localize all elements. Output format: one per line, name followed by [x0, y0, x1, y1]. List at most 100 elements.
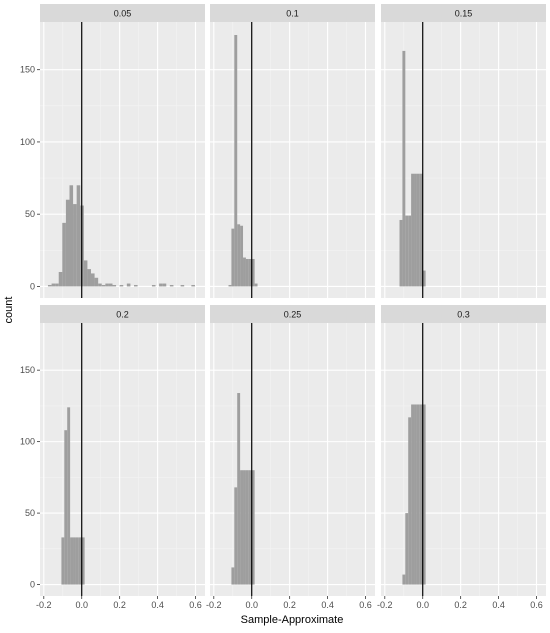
y-axis-title: count — [3, 297, 15, 324]
facet-panel-2: 0.1 — [210, 4, 375, 298]
histogram-bar — [83, 260, 88, 287]
x-tick-label: 0.0 — [416, 600, 429, 610]
y-tick-label: 50 — [25, 209, 35, 219]
facet-panel-1: 0.05 0 50 100 150 — [20, 4, 205, 298]
histogram-bar — [411, 173, 415, 287]
histogram-bar — [245, 470, 249, 585]
histogram-bar — [61, 537, 65, 585]
histogram-bar — [70, 537, 74, 585]
histogram-bar — [408, 417, 412, 585]
histogram-bar — [402, 574, 406, 585]
x-tick-label: 0.6 — [359, 600, 372, 610]
histogram-bar — [134, 284, 138, 287]
histogram-bar — [75, 537, 79, 585]
y-tick-label: 0 — [30, 580, 35, 590]
histogram-bar — [245, 258, 249, 287]
y-tick-label: 150 — [20, 65, 35, 75]
x-tick-label: 0.6 — [530, 600, 543, 610]
histogram-bar — [416, 173, 420, 287]
histogram-bar — [169, 284, 174, 287]
histogram-bar — [81, 537, 85, 585]
histogram-bar — [47, 284, 52, 287]
histogram-bar — [251, 258, 255, 287]
histogram-bar — [234, 35, 238, 287]
histogram-bar — [402, 50, 406, 287]
histogram-bar — [422, 404, 426, 585]
histogram-bar — [228, 284, 232, 287]
histogram-bar — [240, 225, 244, 287]
histogram-bar — [151, 284, 156, 287]
facet-panel-3: 0.15 — [381, 4, 546, 298]
y-tick-label: 0 — [30, 281, 35, 291]
histogram-bar — [112, 284, 117, 287]
histogram-bar — [119, 284, 124, 287]
x-tick-label: 0.2 — [283, 600, 296, 610]
histogram-bar — [243, 257, 246, 287]
x-tick-label: -0.2 — [206, 600, 222, 610]
histogram-bar — [90, 273, 95, 287]
histogram-bar — [422, 270, 426, 287]
histogram-bar — [231, 567, 235, 585]
facet-strip-label: 0.3 — [457, 310, 470, 320]
x-tick-label: 0.4 — [151, 600, 164, 610]
y-tick-label: 150 — [20, 365, 35, 375]
histogram-bar — [405, 215, 409, 287]
facet-strip — [381, 4, 546, 22]
histogram-bar — [101, 284, 106, 287]
x-tick-label: 0.6 — [189, 600, 202, 610]
facet-strip-label: 0.25 — [284, 310, 302, 320]
histogram-bar — [64, 430, 68, 585]
x-tick-label: 0.4 — [321, 600, 334, 610]
facet-strip — [210, 305, 375, 323]
facet-panel-4: 0.2 0 50 100 150 -0.2 0.0 0.2 0.4 0.6 — [20, 305, 205, 610]
histogram-bar — [58, 271, 63, 287]
x-tick-label: -0.2 — [36, 600, 52, 610]
histogram-bar — [243, 470, 246, 585]
x-tick-label: -0.2 — [377, 600, 393, 610]
facet-strip-label: 0.15 — [455, 9, 473, 19]
x-tick-label: 0.4 — [492, 600, 505, 610]
histogram-bar — [108, 283, 113, 287]
histogram-bar — [237, 224, 241, 287]
histogram-bar — [65, 199, 70, 287]
x-tick-label: 0.2 — [113, 600, 126, 610]
histogram-bar — [248, 258, 252, 287]
facet-strip — [40, 4, 205, 22]
x-tick-label: 0.2 — [454, 600, 467, 610]
histogram-bar — [78, 537, 82, 585]
facet-strip-label: 0.2 — [116, 310, 129, 320]
histogram-bar — [411, 404, 415, 585]
y-tick-label: 100 — [20, 137, 35, 147]
facet-panel-6: 0.3 -0.2 0.0 0.2 0.4 0.6 — [377, 305, 546, 610]
histogram-bar — [414, 173, 417, 287]
facet-strip — [381, 305, 546, 323]
histogram-bar — [67, 407, 71, 585]
histogram-bar — [414, 404, 417, 585]
histogram-bar — [399, 219, 403, 287]
histogram-bar — [98, 283, 102, 287]
histogram-bar — [240, 470, 244, 585]
histogram-bar — [94, 277, 99, 287]
histogram-bar — [251, 470, 255, 585]
histogram-bar — [416, 404, 420, 585]
histogram-bar — [62, 222, 66, 287]
histogram-bar — [51, 283, 56, 287]
histogram-bar — [231, 228, 235, 287]
x-axis-title: Sample-Approximate — [241, 614, 344, 626]
facet-strip-label: 0.1 — [286, 9, 299, 19]
histogram-bar — [237, 393, 241, 585]
histogram-bar — [248, 470, 252, 585]
histogram-bar — [126, 283, 131, 287]
histogram-bar — [419, 404, 423, 585]
histogram-bar — [73, 204, 77, 287]
x-tick-label: 0.0 — [75, 600, 88, 610]
histogram-bar — [408, 215, 412, 287]
histogram-bar — [191, 284, 195, 287]
y-tick-label: 50 — [25, 508, 35, 518]
histogram-bar — [419, 173, 423, 287]
histogram-bar — [105, 283, 109, 287]
histogram-bar — [162, 283, 167, 287]
histogram-bar — [234, 487, 238, 585]
histogram-bar — [180, 284, 185, 287]
